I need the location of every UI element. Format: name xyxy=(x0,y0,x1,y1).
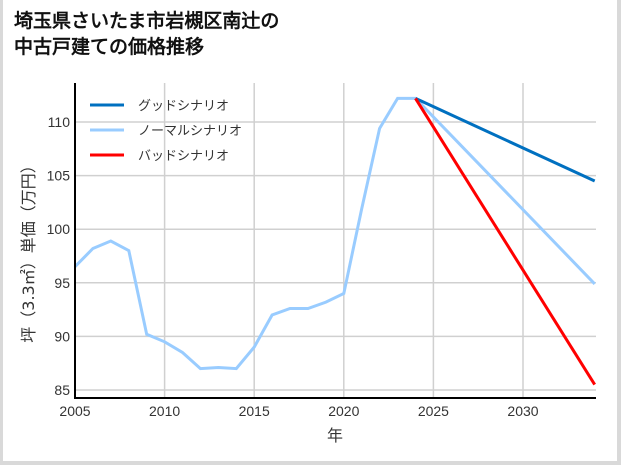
tick-labels: 2005 2010 2015 2020 2025 2030 85 90 95 100 105 110 xyxy=(47,114,539,419)
chart-frame xyxy=(3,0,617,461)
y-tick-label: 85 xyxy=(54,382,70,398)
title-line-2: 中古戸建ての価格推移 xyxy=(14,36,205,58)
x-tick-label: 2020 xyxy=(328,403,359,419)
x-tick-label: 2005 xyxy=(59,403,90,419)
x-tick-label: 2010 xyxy=(149,403,180,419)
legend-label: ノーマルシナリオ xyxy=(138,124,242,139)
x-tick-label: 2025 xyxy=(418,403,449,419)
legend-label: グッドシナリオ xyxy=(138,99,229,114)
y-tick-label: 90 xyxy=(54,328,70,344)
grid-lines xyxy=(74,83,596,398)
series-line xyxy=(414,97,596,386)
y-tick-label: 105 xyxy=(47,168,71,184)
series-lines xyxy=(73,96,596,386)
series-line xyxy=(414,97,596,183)
series-line xyxy=(73,96,596,371)
y-tick-label: 95 xyxy=(54,275,70,291)
y-tick-label: 100 xyxy=(47,221,71,237)
x-tick-label: 2030 xyxy=(507,403,538,419)
title-line-1: 埼玉県さいたま市岩槻区南辻の xyxy=(14,10,280,32)
legend-label: バッドシナリオ xyxy=(138,149,229,164)
y-axis-label: 坪（3.3㎡）単価（万円） xyxy=(19,157,38,342)
chart-title: 埼玉県さいたま市岩槻区南辻の 中古戸建ての価格推移 xyxy=(14,8,279,60)
x-tick-label: 2015 xyxy=(239,403,270,419)
x-axis-label: 年 xyxy=(327,426,343,445)
y-tick-label: 110 xyxy=(48,114,71,130)
axes xyxy=(74,83,596,399)
